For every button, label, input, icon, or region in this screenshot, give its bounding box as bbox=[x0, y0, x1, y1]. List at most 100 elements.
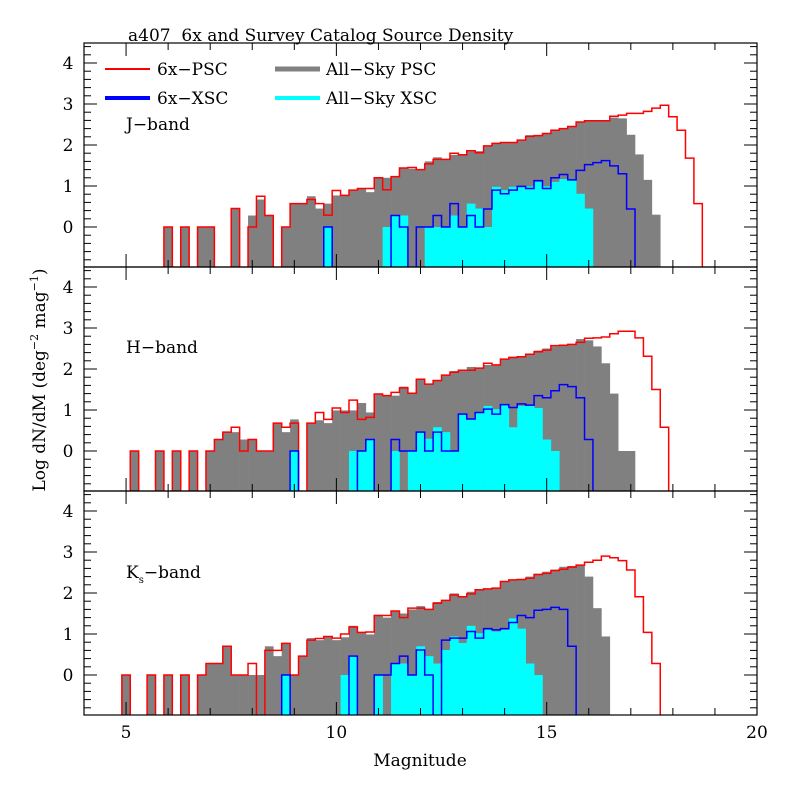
allsky-psc-bar bbox=[483, 145, 493, 267]
allsky-xsc-bar bbox=[525, 405, 535, 491]
allsky-xsc-bar bbox=[483, 227, 493, 267]
allsky-psc-bar bbox=[332, 410, 341, 491]
allsky-xsc-bar bbox=[534, 675, 543, 715]
y-label-pre: Log dN/dM (deg bbox=[30, 350, 50, 492]
allsky-xsc-bar bbox=[534, 181, 543, 267]
allsky-psc-bar bbox=[315, 420, 325, 491]
allsky-psc-bar bbox=[559, 345, 569, 491]
y-tick-label: 0 bbox=[63, 442, 74, 462]
allsky-psc-bar bbox=[357, 403, 367, 491]
allsky-psc-bar bbox=[365, 634, 375, 715]
y-tick-label: 1 bbox=[63, 401, 74, 421]
allsky-xsc-bar bbox=[475, 412, 484, 491]
legend: 6x−PSC 6x−XSC All−Sky PSC All−Sky XSC bbox=[105, 60, 437, 109]
allsky-xsc-bar bbox=[492, 186, 501, 267]
allsky-psc-bar bbox=[441, 159, 451, 267]
allsky-xsc-bar bbox=[525, 186, 535, 267]
allsky-psc-bar bbox=[433, 602, 442, 715]
band-label-main: H−band bbox=[126, 338, 198, 358]
allsky-xsc-bar bbox=[550, 181, 560, 267]
allsky-xsc-bar bbox=[584, 208, 594, 267]
x-tick-label: 15 bbox=[536, 723, 558, 743]
allsky-psc-bar bbox=[256, 451, 266, 491]
6x-psc-step bbox=[121, 555, 662, 715]
allsky-xsc-bar bbox=[441, 649, 451, 715]
allsky-psc-bar bbox=[205, 451, 215, 491]
allsky-psc-bar bbox=[306, 638, 316, 715]
allsky-psc-bar bbox=[542, 571, 552, 715]
allsky-psc-bar bbox=[584, 340, 594, 491]
allsky-xsc-bar bbox=[550, 451, 560, 491]
y-tick-label: 3 bbox=[63, 95, 74, 115]
allsky-psc-bar bbox=[222, 432, 232, 491]
allsky-psc-bar bbox=[231, 208, 240, 267]
allsky-psc-bar bbox=[130, 451, 139, 491]
allsky-psc-bar bbox=[298, 656, 308, 715]
allsky-psc-bar bbox=[264, 451, 274, 491]
allsky-psc-bar bbox=[626, 451, 636, 491]
allsky-psc-bar bbox=[407, 393, 417, 491]
y-tick-label: 2 bbox=[63, 584, 74, 604]
allsky-xsc-bar bbox=[340, 675, 350, 715]
allsky-xsc-bar bbox=[399, 215, 409, 267]
allsky-psc-bar bbox=[281, 432, 291, 491]
allsky-psc-bar bbox=[248, 675, 257, 715]
allsky-psc-bar bbox=[542, 348, 552, 491]
allsky-psc-bar bbox=[576, 339, 585, 491]
allsky-psc-bar bbox=[643, 179, 653, 267]
allsky-psc-bar bbox=[601, 636, 611, 715]
allsky-psc-bar bbox=[374, 394, 383, 491]
chart-title: a407 6x and Survey Catalog Source Densit… bbox=[128, 26, 514, 46]
allsky-psc-bar bbox=[391, 395, 400, 491]
allsky-psc-bar bbox=[567, 344, 577, 491]
allsky-psc-bar bbox=[163, 675, 173, 715]
allsky-psc-bar bbox=[609, 117, 619, 267]
x-axis-label: Magnitude bbox=[373, 751, 467, 771]
y-tick-label: 4 bbox=[63, 502, 74, 522]
y-tick-label: 3 bbox=[63, 543, 74, 563]
allsky-psc-bar bbox=[264, 215, 274, 267]
allsky-xsc-bar bbox=[466, 419, 476, 491]
allsky-xsc-bar bbox=[483, 405, 493, 491]
y-tick-label: 4 bbox=[63, 54, 74, 74]
allsky-xsc-bar bbox=[500, 190, 510, 267]
allsky-psc-bar bbox=[559, 566, 569, 715]
legend-label-allsky-xsc: All−Sky XSC bbox=[325, 89, 437, 109]
allsky-psc-bar bbox=[365, 192, 375, 267]
allsky-xsc-bar bbox=[374, 675, 383, 715]
allsky-xsc-bar bbox=[466, 203, 476, 267]
allsky-psc-bar bbox=[584, 576, 594, 715]
band-label-main: J−band bbox=[124, 115, 190, 135]
allsky-xsc-bar bbox=[407, 675, 417, 715]
allsky-psc-bar bbox=[626, 134, 636, 267]
allsky-psc-bar bbox=[180, 675, 190, 715]
allsky-psc-bar bbox=[508, 356, 518, 491]
allsky-psc-bar bbox=[601, 120, 611, 268]
allsky-psc-bar bbox=[214, 439, 224, 491]
allsky-psc-bar bbox=[525, 576, 535, 715]
allsky-psc-bar bbox=[332, 195, 341, 267]
y-label-sup2: −1 bbox=[28, 275, 41, 291]
allsky-psc-bar bbox=[205, 663, 215, 715]
allsky-psc-bar bbox=[214, 663, 224, 715]
allsky-psc-bar bbox=[357, 188, 367, 267]
allsky-psc-bar bbox=[281, 227, 291, 267]
allsky-psc-bar bbox=[298, 203, 308, 267]
allsky-psc-bar bbox=[382, 177, 392, 267]
allsky-psc-bar bbox=[197, 227, 207, 267]
allsky-xsc-bar bbox=[323, 227, 333, 267]
allsky-xsc-bar bbox=[281, 675, 291, 715]
panel-h bbox=[129, 330, 670, 491]
allsky-psc-bar bbox=[332, 640, 341, 715]
allsky-psc-bar bbox=[618, 118, 627, 267]
allsky-xsc-bar bbox=[475, 633, 484, 715]
allsky-xsc-bar bbox=[348, 656, 358, 715]
allsky-psc-bar bbox=[374, 177, 383, 267]
panel-ks bbox=[121, 555, 662, 715]
allsky-psc-bar bbox=[416, 169, 426, 267]
allsky-psc-bar bbox=[458, 154, 468, 267]
allsky-psc-bar bbox=[567, 565, 577, 715]
allsky-xsc-bar bbox=[441, 227, 451, 267]
allsky-psc-bar bbox=[399, 386, 409, 491]
allsky-xsc-bar bbox=[433, 663, 442, 715]
